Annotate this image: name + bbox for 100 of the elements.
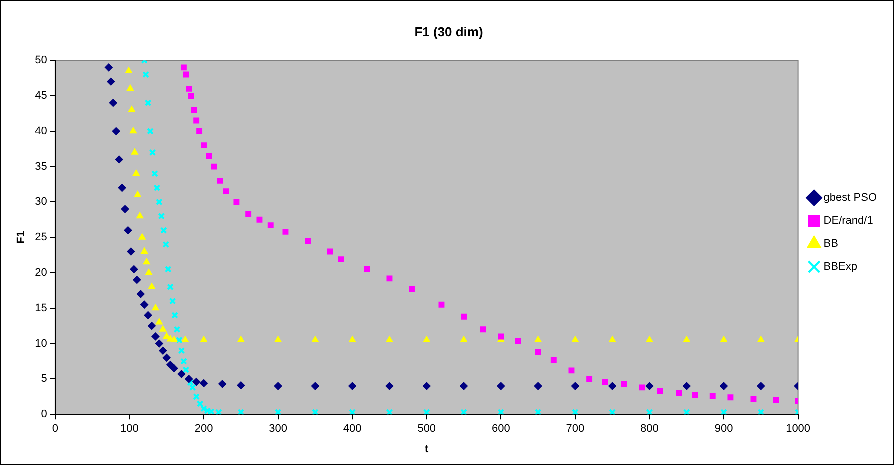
point — [180, 358, 188, 365]
point — [646, 409, 654, 415]
point — [164, 266, 172, 273]
point — [238, 409, 245, 415]
legend-label: BBExp — [824, 261, 858, 274]
point — [215, 409, 222, 415]
point — [386, 336, 394, 343]
point — [188, 93, 194, 99]
point — [132, 170, 140, 176]
point — [602, 379, 608, 386]
point — [192, 378, 201, 386]
point — [217, 178, 224, 184]
point — [169, 298, 176, 305]
point — [172, 312, 179, 319]
x-tick-label: 100 — [120, 423, 139, 436]
point — [572, 409, 579, 415]
point — [639, 384, 646, 391]
point — [163, 332, 170, 339]
point — [327, 248, 334, 255]
x-tick-label: 500 — [418, 423, 436, 436]
legend-label: BB — [824, 238, 838, 250]
point — [170, 336, 178, 343]
point — [534, 382, 542, 390]
point — [211, 164, 218, 170]
point — [683, 409, 690, 415]
point — [728, 394, 734, 401]
point — [186, 86, 192, 92]
point — [349, 336, 356, 343]
point — [349, 409, 356, 415]
point — [311, 382, 320, 390]
point — [149, 149, 156, 156]
point — [109, 99, 118, 108]
x-tick-label: 0 — [52, 423, 58, 436]
point — [136, 290, 145, 298]
point — [676, 390, 682, 396]
point — [497, 382, 506, 390]
point — [218, 380, 227, 388]
point — [140, 300, 149, 309]
point — [438, 302, 445, 308]
y-axis-title: F1 — [16, 231, 28, 244]
point — [460, 409, 468, 415]
point — [144, 100, 152, 107]
point — [167, 284, 174, 291]
point — [305, 238, 311, 244]
point — [480, 326, 486, 333]
point — [128, 106, 136, 112]
point — [534, 409, 542, 415]
point — [622, 381, 628, 388]
point — [115, 156, 124, 164]
y-tick-label: 30 — [35, 196, 48, 208]
point — [758, 409, 765, 415]
y-tick-label: 50 — [35, 54, 48, 67]
x-tick-label: 900 — [714, 423, 734, 436]
point — [170, 364, 178, 373]
point — [193, 393, 200, 400]
point — [138, 234, 146, 240]
point — [422, 382, 431, 390]
point — [142, 71, 150, 78]
x-tick-label: 600 — [492, 423, 510, 436]
point — [133, 276, 142, 284]
point — [148, 283, 156, 290]
point — [125, 67, 133, 74]
point — [206, 153, 212, 160]
point — [338, 256, 344, 263]
point — [498, 409, 505, 415]
y-tick-label: 15 — [35, 302, 48, 314]
point — [162, 241, 170, 248]
point — [143, 258, 150, 265]
point — [182, 366, 190, 374]
point — [423, 336, 430, 343]
point — [282, 228, 289, 235]
point — [238, 336, 245, 343]
point — [107, 78, 116, 86]
point — [720, 336, 728, 343]
point — [572, 336, 579, 343]
point — [141, 248, 148, 254]
point — [104, 64, 113, 72]
point — [657, 388, 664, 394]
point — [386, 382, 394, 390]
point — [720, 382, 728, 390]
point — [176, 336, 183, 344]
point — [646, 382, 654, 390]
point — [112, 127, 120, 136]
point — [550, 357, 557, 364]
point — [174, 326, 181, 334]
point — [423, 409, 430, 415]
point — [274, 382, 282, 390]
point — [152, 332, 160, 341]
point — [312, 409, 319, 415]
point — [223, 188, 230, 195]
y-tick-label: 25 — [35, 232, 48, 244]
point — [758, 336, 765, 343]
point — [534, 336, 542, 343]
x-tick-label: 400 — [343, 423, 362, 436]
x-tick-label: 300 — [269, 423, 288, 436]
point — [118, 184, 126, 192]
point — [568, 368, 575, 374]
point — [268, 222, 274, 229]
point — [256, 216, 263, 223]
x-tick-label: 1000 — [786, 423, 811, 436]
